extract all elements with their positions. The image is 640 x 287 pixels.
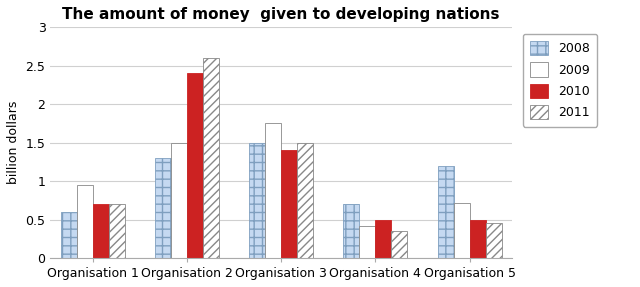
Y-axis label: billion dollars: billion dollars [7, 101, 20, 184]
Bar [392, 231, 408, 258]
Bar [187, 73, 203, 258]
Bar [109, 204, 125, 258]
Bar [360, 226, 376, 258]
Bar [61, 212, 77, 258]
Bar [281, 150, 297, 258]
Bar [376, 220, 392, 258]
Bar [297, 143, 313, 258]
Bar [77, 185, 93, 258]
Bar [203, 58, 219, 258]
Bar [486, 223, 502, 258]
Bar [93, 204, 109, 258]
Bar [155, 158, 171, 258]
Title: The amount of money  given to developing nations: The amount of money given to developing … [63, 7, 500, 22]
Bar [249, 143, 265, 258]
Bar [470, 220, 486, 258]
Bar [265, 123, 281, 258]
Bar [344, 204, 360, 258]
Bar [171, 143, 187, 258]
Bar [454, 203, 470, 258]
Legend: 2008, 2009, 2010, 2011: 2008, 2009, 2010, 2011 [523, 34, 597, 127]
Bar [438, 166, 454, 258]
